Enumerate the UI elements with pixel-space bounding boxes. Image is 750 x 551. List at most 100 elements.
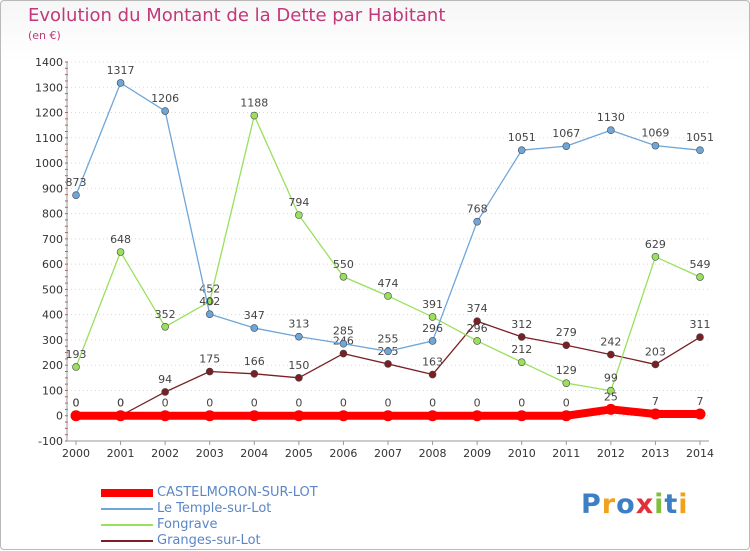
data-label: 0 (518, 397, 525, 410)
data-label: 452 (199, 283, 220, 296)
data-point (161, 107, 169, 115)
legend-label: Granges-sur-Lot (157, 533, 261, 548)
data-point (205, 310, 214, 318)
data-point (337, 410, 349, 422)
data-point (205, 367, 214, 376)
data-label: 768 (467, 203, 488, 216)
data-point (250, 369, 259, 378)
x-tick-label: 2001 (107, 447, 135, 460)
data-label: 0 (340, 397, 347, 410)
data-label: 311 (690, 318, 711, 331)
data-point (562, 142, 571, 150)
data-label: 1069 (641, 127, 669, 140)
y-tick-label: 200 (42, 359, 63, 372)
data-point (161, 322, 169, 331)
data-point (295, 211, 303, 219)
data-point (517, 333, 526, 341)
data-point (607, 350, 615, 359)
data-point (428, 337, 437, 345)
data-point (651, 141, 660, 150)
logo-letter: P (581, 489, 602, 520)
legend-swatch (101, 524, 153, 526)
data-label: 0 (429, 397, 436, 410)
data-label: 296 (467, 322, 488, 335)
x-tick-label: 2000 (62, 447, 90, 460)
data-label: 94 (158, 373, 172, 386)
data-label: 150 (288, 359, 309, 372)
data-label: 374 (467, 302, 488, 315)
data-label: 312 (511, 318, 532, 331)
legend-swatch (101, 508, 153, 510)
x-tick-label: 2012 (597, 447, 625, 460)
data-point (562, 379, 571, 387)
proxiti-logo: Proxiti (581, 489, 689, 520)
data-label: 0 (251, 397, 258, 410)
legend-swatch (101, 540, 153, 542)
data-label: 794 (288, 196, 309, 209)
data-label: 0 (73, 397, 80, 410)
data-label: 193 (66, 348, 87, 361)
data-label: 0 (117, 397, 124, 410)
y-tick-label: 400 (42, 309, 63, 322)
data-point (339, 349, 348, 358)
data-point (696, 146, 704, 154)
chart-title: Evolution du Montant de la Dette par Hab… (28, 5, 446, 26)
data-label: 0 (474, 397, 481, 410)
data-point (696, 333, 704, 341)
logo-letter: i (654, 489, 665, 520)
data-label: 1317 (107, 64, 135, 77)
data-label: 166 (244, 355, 265, 368)
data-label: 285 (333, 325, 354, 338)
data-point (694, 408, 706, 420)
data-point (428, 370, 437, 379)
data-point (161, 388, 169, 396)
data-label: 1206 (151, 92, 179, 105)
data-point (382, 410, 394, 422)
x-tick-label: 2006 (329, 447, 357, 460)
data-label: 474 (378, 277, 399, 290)
data-point (70, 410, 82, 422)
data-point (517, 146, 526, 154)
y-tick-label: 1000 (35, 157, 63, 170)
data-label: 175 (199, 353, 220, 366)
chart-unit: (en €) (28, 29, 61, 42)
data-label: 402 (199, 295, 220, 308)
x-tick-label: 2005 (285, 447, 313, 460)
y-tick-label: 900 (42, 182, 63, 195)
data-point (384, 360, 392, 368)
data-label: 1130 (597, 111, 625, 124)
data-point (384, 347, 392, 356)
legend-label: Le Temple-sur-Lot (157, 501, 272, 516)
x-tick-label: 2014 (686, 447, 714, 460)
y-tick-label: 100 (42, 384, 63, 397)
data-point (562, 341, 571, 350)
y-tick-label: 1100 (35, 132, 63, 145)
data-label: 629 (645, 238, 666, 251)
x-tick-label: 2004 (240, 447, 268, 460)
data-label: 352 (155, 308, 176, 321)
logo-letter: r (601, 489, 617, 520)
data-point (384, 292, 392, 300)
data-label: 99 (604, 372, 618, 385)
y-tick-label: 1300 (35, 81, 63, 94)
legend-label: CASTELMORON-SUR-LOT (157, 485, 318, 500)
data-label: 203 (645, 345, 666, 358)
data-point (473, 217, 481, 226)
data-point (204, 410, 216, 422)
data-label: 0 (73, 397, 80, 410)
data-label: 549 (690, 258, 711, 271)
data-point (72, 191, 80, 199)
data-point (295, 374, 303, 382)
x-tick-label: 2003 (196, 447, 224, 460)
data-label: 279 (556, 326, 577, 339)
data-label: 1051 (686, 131, 714, 144)
data-point (116, 79, 125, 87)
data-label: 648 (110, 233, 131, 246)
data-label: 0 (563, 397, 570, 410)
data-point (427, 410, 439, 422)
x-tick-label: 2013 (641, 447, 669, 460)
data-point (250, 111, 259, 120)
legend-label: Fongrave (157, 517, 218, 532)
